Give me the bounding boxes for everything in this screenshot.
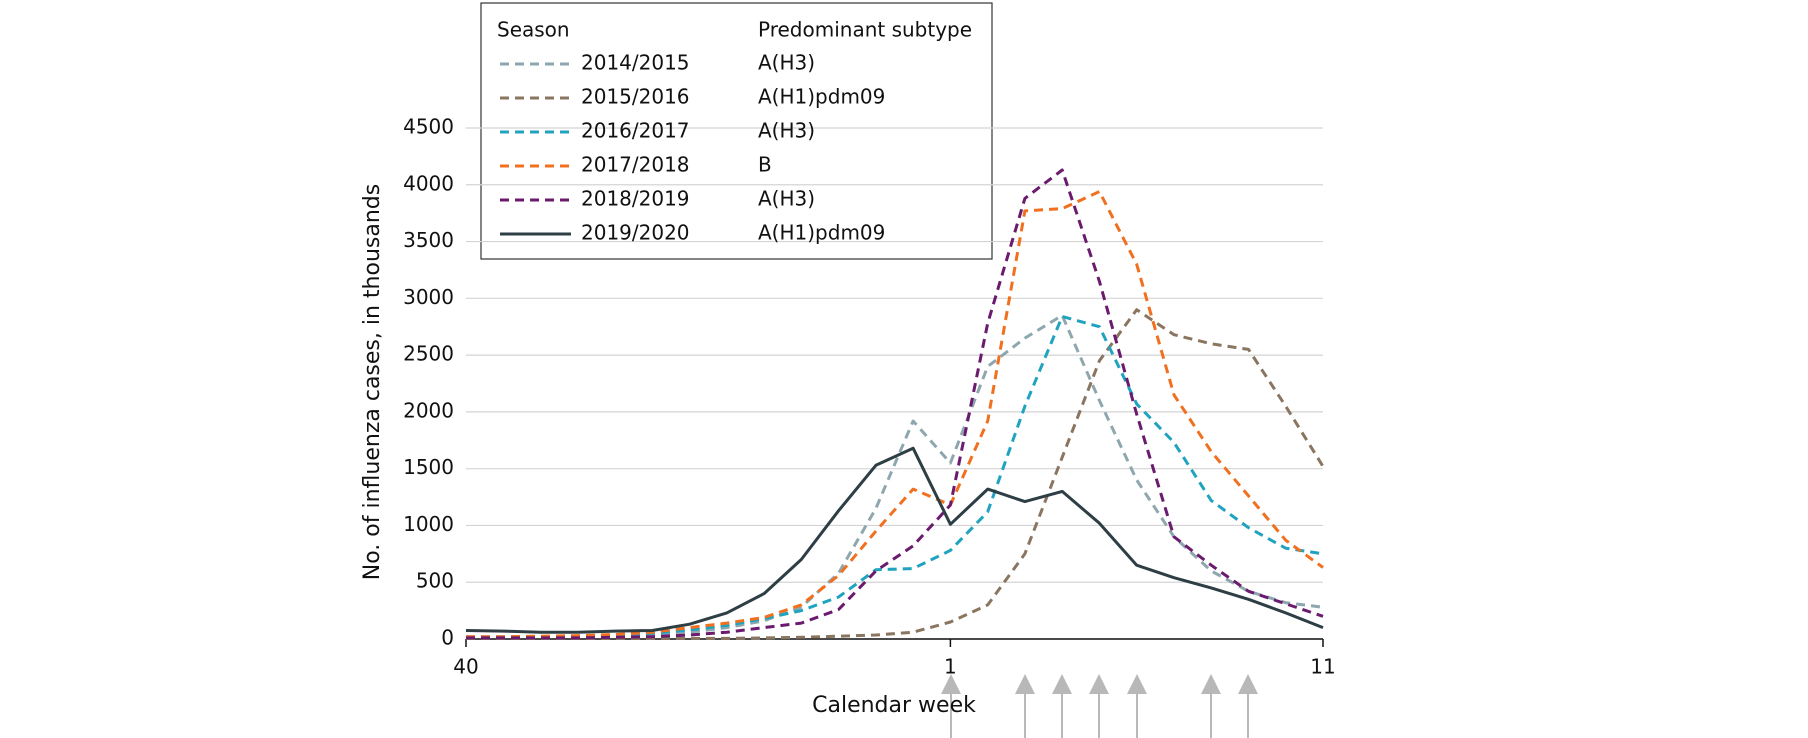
series-line [466, 315, 1324, 639]
series-line [466, 190, 1324, 639]
y-tick-label: 500 [416, 569, 454, 593]
series-line [466, 168, 1324, 640]
legend-label: 2014/2015 [581, 51, 690, 75]
legend-subtype: A(H3) [758, 119, 815, 143]
x-tick-label: 1 [944, 655, 957, 679]
legend-label: 2019/2020 [581, 221, 690, 245]
legend-label: 2017/2018 [581, 153, 690, 177]
x-tick-label: 40 [453, 655, 478, 679]
legend-subtype: A(H3) [758, 51, 815, 75]
legend-subtype-title: Predominant subtype [758, 18, 972, 42]
legend-title: Season [497, 18, 570, 42]
x-axis-label: Calendar week [812, 693, 976, 718]
legend-label: 2018/2019 [581, 187, 690, 211]
legend-subtype: A(H1)pdm09 [758, 221, 885, 245]
legend-label: 2015/2016 [581, 85, 690, 109]
y-tick-label: 1000 [403, 512, 454, 536]
y-tick-label: 1500 [403, 455, 454, 479]
y-tick-label: 0 [441, 626, 454, 650]
week-arrows [941, 674, 1258, 738]
y-tick-label: 3000 [403, 285, 454, 309]
legend-subtype: A(H1)pdm09 [758, 85, 885, 109]
series-line [465, 446, 1324, 634]
legend-subtype: A(H3) [758, 187, 815, 211]
legend-box [480, 2, 993, 260]
y-axis-label: No. of influenza cases, in thousands [360, 184, 385, 580]
y-tick-label: 2500 [403, 342, 454, 366]
y-tick-label: 2000 [403, 398, 454, 422]
legend-subtype: B [758, 153, 772, 177]
y-tick-label: 4000 [403, 171, 454, 195]
y-tick-label: 3500 [403, 228, 454, 252]
y-tick-label: 4500 [403, 115, 454, 139]
x-tick-label: 11 [1310, 655, 1335, 679]
legend-label: 2016/2017 [581, 119, 690, 143]
